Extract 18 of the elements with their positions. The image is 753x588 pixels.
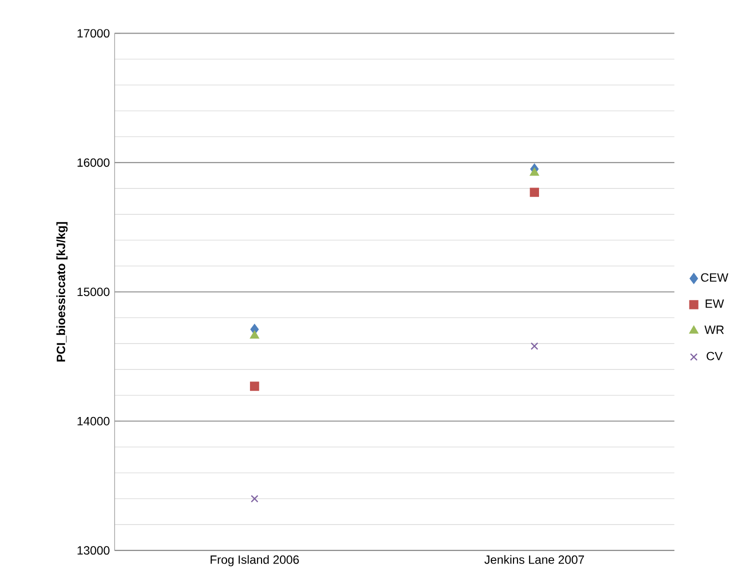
legend-label: WR (704, 326, 724, 334)
point (530, 342, 538, 350)
point (530, 188, 540, 198)
point (250, 382, 260, 391)
point (250, 330, 260, 339)
x-tick-label: Jenkins Lane 2007 (484, 555, 584, 564)
point (530, 168, 539, 176)
legend-label: CV (706, 352, 723, 360)
y-tick-label: 16000 (78, 158, 110, 167)
y-tick-label: 17000 (78, 29, 110, 38)
y-tick-label: 14000 (78, 417, 110, 426)
y-tick-label: 13000 (78, 546, 110, 555)
x-tick-label: Frog Island 2006 (210, 555, 299, 566)
legend-label: CEW (701, 273, 728, 282)
point (250, 495, 258, 503)
y-axis-title: PCI_bioessiccato [kJ/kg] (56, 222, 68, 362)
y-tick-label: 15000 (78, 288, 110, 296)
legend-label: EW (706, 300, 724, 308)
